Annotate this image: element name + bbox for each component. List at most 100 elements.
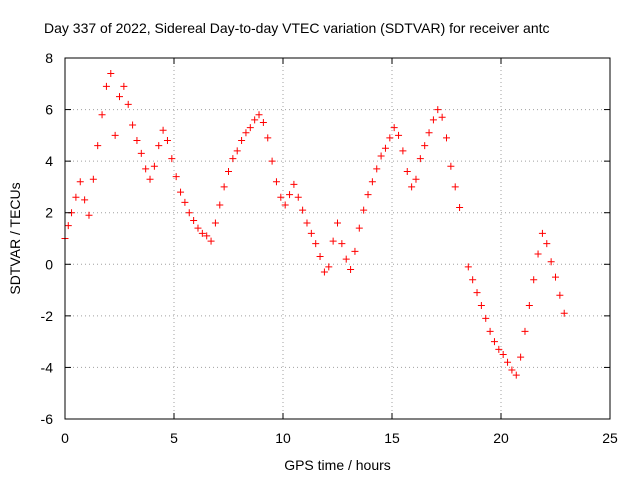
data-point bbox=[316, 253, 324, 261]
data-point bbox=[552, 273, 559, 281]
x-tick-label-4: 20 bbox=[493, 430, 509, 446]
data-point bbox=[443, 134, 450, 142]
data-point bbox=[264, 134, 272, 142]
data-point bbox=[534, 250, 542, 258]
data-point bbox=[116, 93, 123, 101]
x-tick-label-0: 0 bbox=[61, 430, 69, 446]
data-point bbox=[334, 219, 341, 227]
data-point bbox=[198, 229, 206, 237]
data-point bbox=[124, 100, 132, 108]
y-tick-label-0: -6 bbox=[41, 411, 54, 427]
data-point bbox=[364, 191, 372, 199]
data-point bbox=[185, 209, 193, 217]
y-tick-label-2: -2 bbox=[41, 308, 54, 324]
data-point bbox=[508, 366, 516, 374]
chart-title: Day 337 of 2022, Sidereal Day-to-day VTE… bbox=[44, 20, 550, 36]
x-tick-label-1: 5 bbox=[170, 430, 178, 446]
y-axis-label: SDTVAR / TECUs bbox=[7, 182, 23, 294]
data-point bbox=[530, 276, 538, 284]
data-point bbox=[377, 152, 385, 160]
data-point bbox=[512, 371, 520, 379]
data-point bbox=[438, 113, 446, 121]
y-tick-label-6: 6 bbox=[45, 102, 53, 118]
data-point bbox=[299, 206, 307, 214]
plot-frame bbox=[64, 57, 611, 420]
data-point bbox=[64, 222, 72, 230]
data-point bbox=[281, 201, 289, 209]
data-point bbox=[456, 204, 464, 212]
data-point bbox=[246, 124, 254, 132]
data-point bbox=[464, 263, 472, 271]
data-point bbox=[395, 131, 403, 139]
data-point bbox=[504, 358, 512, 366]
data-point bbox=[538, 229, 546, 237]
data-point bbox=[155, 142, 163, 150]
data-point bbox=[102, 82, 110, 90]
data-point bbox=[111, 131, 119, 139]
data-point bbox=[312, 240, 320, 248]
data-point bbox=[177, 188, 185, 196]
data-point bbox=[517, 353, 525, 361]
data-point bbox=[159, 126, 167, 134]
data-point bbox=[556, 291, 564, 299]
data-point bbox=[255, 111, 263, 119]
data-point bbox=[190, 216, 198, 224]
data-point bbox=[229, 155, 237, 163]
data-point bbox=[560, 309, 568, 317]
data-point bbox=[412, 175, 420, 183]
data-point bbox=[416, 155, 424, 163]
data-point bbox=[290, 180, 298, 188]
data-point bbox=[85, 211, 93, 219]
data-point bbox=[351, 247, 359, 255]
data-point bbox=[447, 162, 455, 170]
data-point bbox=[81, 196, 89, 204]
data-point bbox=[521, 327, 529, 335]
data-point bbox=[320, 268, 328, 276]
data-points bbox=[61, 69, 568, 379]
data-point bbox=[146, 175, 154, 183]
data-point bbox=[129, 121, 137, 129]
data-point bbox=[277, 193, 285, 201]
data-point bbox=[286, 191, 294, 199]
grid-lines bbox=[65, 58, 610, 419]
data-point bbox=[216, 201, 224, 209]
data-point bbox=[98, 111, 106, 119]
data-point bbox=[360, 206, 368, 214]
data-point bbox=[525, 302, 533, 310]
data-point bbox=[490, 338, 498, 346]
data-point bbox=[381, 144, 389, 152]
data-point bbox=[429, 116, 437, 124]
data-point bbox=[89, 175, 97, 183]
data-point bbox=[107, 69, 115, 77]
x-tick-label-3: 15 bbox=[384, 430, 400, 446]
data-point bbox=[434, 106, 442, 114]
data-point bbox=[194, 224, 202, 232]
data-point bbox=[203, 232, 211, 240]
data-point bbox=[233, 147, 241, 155]
data-point bbox=[181, 198, 189, 206]
data-point bbox=[268, 157, 276, 165]
data-point bbox=[425, 129, 433, 137]
data-point bbox=[94, 142, 102, 150]
data-point bbox=[168, 155, 176, 163]
y-tick-label-1: -4 bbox=[41, 359, 54, 375]
data-point bbox=[495, 345, 503, 353]
data-point bbox=[238, 137, 246, 145]
data-point bbox=[120, 82, 128, 90]
y-tick-label-3: 0 bbox=[45, 256, 53, 272]
data-point bbox=[76, 178, 84, 186]
data-point bbox=[211, 219, 219, 227]
data-point bbox=[172, 173, 180, 181]
x-tick-label-2: 10 bbox=[275, 430, 291, 446]
data-point bbox=[451, 183, 459, 191]
data-point bbox=[342, 255, 350, 263]
data-point bbox=[399, 147, 407, 155]
data-point bbox=[543, 240, 551, 248]
data-point bbox=[347, 265, 355, 273]
x-axis-label: GPS time / hours bbox=[284, 457, 391, 473]
data-point bbox=[142, 165, 150, 173]
data-point bbox=[272, 178, 280, 186]
data-point bbox=[329, 237, 337, 245]
data-point bbox=[482, 314, 490, 322]
